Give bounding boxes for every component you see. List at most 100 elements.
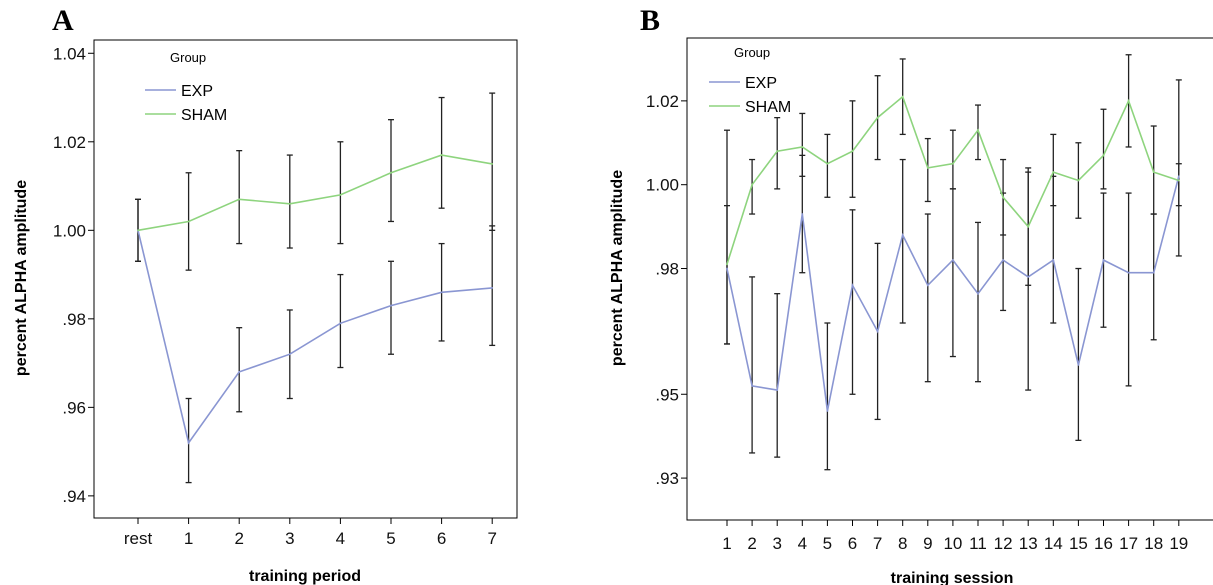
panel-a-x-axis-title: training period — [249, 568, 361, 585]
panel-a-x-tick-label: 4 — [336, 529, 345, 548]
panel-b-x-tick-label: 13 — [1019, 534, 1038, 553]
panel-b-y-tick-label: .98 — [655, 260, 679, 279]
panel-a-legend: Group EXP SHAM — [145, 50, 227, 124]
panel-a-series-line-exp — [137, 230, 493, 445]
panel-a-y-ticks: .94 .96 .98 1.00 1.02 1.04 — [53, 44, 94, 506]
panel-b-y-tick-label: 1.02 — [646, 92, 679, 111]
panel-b-exp-data-point — [751, 384, 753, 387]
panel-b-plot-frame — [686, 37, 1213, 521]
panel-b-exp-data-point — [851, 284, 854, 287]
panel-b-exp-data-point — [726, 267, 728, 270]
panel-a-legend-title: Group — [170, 50, 206, 65]
panel-b-legend-label-exp: EXP — [745, 75, 777, 92]
panel-b-x-tick-label: 11 — [969, 534, 987, 553]
panel-b-x-axis-title: training session — [891, 570, 1014, 585]
panel-a-legend-label-sham: SHAM — [181, 107, 227, 124]
panel-a-x-tick-label: rest — [124, 529, 153, 548]
panel-b-sham-data-point — [1102, 154, 1105, 157]
panel-b-sham-data-point — [1127, 99, 1130, 102]
panel-a-exp-data-point — [187, 441, 190, 444]
panel-b-exp-data-point — [977, 292, 979, 295]
panel-b-x-tick-label: 7 — [873, 534, 882, 553]
panel-b-exp-data-point — [1102, 259, 1105, 262]
panel-b-y-axis-title: percent ALPHA amplitude — [609, 170, 626, 366]
panel-a-x-tick-label: 3 — [285, 529, 294, 548]
panel-a-sham-data-point — [137, 229, 139, 232]
panel-a-series-line-sham — [137, 154, 493, 232]
panel-b-y-tick-label: .95 — [655, 385, 679, 404]
panel-b-x-tick-label: 5 — [823, 534, 832, 553]
panel-b-sham-data-point — [977, 129, 979, 132]
panel-b-sham-data-point — [776, 150, 779, 153]
panel-b-exp-data-point — [1152, 271, 1155, 274]
panel-b-exp-data-point — [776, 389, 779, 391]
panel-a-x-tick-label: 5 — [386, 529, 395, 548]
panel-b-sham-data-point — [1177, 179, 1180, 182]
panel-b-sham-data-point — [1002, 196, 1004, 199]
panel-a-exp-data-point — [288, 353, 291, 356]
panel-a-y-axis-title: percent ALPHA amplitude — [13, 180, 30, 376]
panel-b-legend-label-sham: SHAM — [745, 99, 791, 116]
panel-b-sham-data-point — [851, 150, 854, 153]
panel-b-sham-data-point — [1027, 225, 1030, 228]
panel-b-sham-data-point — [926, 167, 929, 169]
panel-a-y-tick-label: .96 — [62, 398, 86, 417]
panel-b-exp-data-point — [1002, 259, 1004, 262]
panel-b-exp-data-point — [926, 284, 929, 287]
panel-b-exp-data-point — [876, 330, 879, 333]
panel-a-sham-data-point — [491, 163, 494, 165]
panel-b-x-tick-label: 3 — [772, 534, 781, 553]
panel-a-y-tick-label: 1.04 — [53, 44, 86, 63]
panel-b-exp-data-point — [801, 213, 804, 215]
panel-a-sham-data-point — [390, 171, 392, 174]
panel-b-sham-data-point — [1052, 171, 1055, 174]
panel-a-exp-data-point — [491, 286, 494, 289]
panel-a-sham-data-point — [238, 198, 241, 201]
panel-a-y-tick-label: 1.00 — [53, 221, 86, 240]
panel-b-legend: Group EXP SHAM — [709, 45, 791, 116]
panel-b: B .93.95.981.001.02 1 2 3 4 5 6 7 8 9 10 11 12 13 14 1… — [609, 4, 1213, 585]
panel-b-x-tick-label: 9 — [923, 534, 932, 553]
panel-a-x-tick-label: 1 — [184, 529, 193, 548]
panel-b-series — [724, 54, 1182, 471]
panel-a-y-tick-label: 1.02 — [53, 133, 86, 152]
panel-b-exp-data-point — [1077, 364, 1080, 366]
panel-a: A .94 .96 .98 1.00 1.02 1.04 rest 1 2 3 4 5 6 7 trai… — [13, 4, 518, 585]
panel-a-series — [135, 92, 496, 484]
panel-b-sham-data-point — [751, 183, 753, 186]
panel-b-x-tick-label: 12 — [994, 534, 1013, 553]
panel-b-exp-data-point — [1127, 271, 1130, 274]
panel-b-x-tick-label: 16 — [1094, 534, 1113, 553]
panel-a-legend-label-exp: EXP — [181, 83, 213, 100]
panel-b-x-tick-label: 18 — [1144, 534, 1163, 553]
panel-a-sham-data-point — [339, 194, 342, 196]
panel-a-x-ticks: rest 1 2 3 4 5 6 7 — [124, 518, 497, 548]
panel-b-exp-data-point — [1177, 175, 1180, 178]
panel-a-y-tick-label: .98 — [62, 310, 86, 329]
panel-a-sham-data-point — [187, 220, 190, 223]
panel-b-x-tick-label: 10 — [943, 534, 962, 553]
panel-b-sham-data-point — [726, 263, 728, 266]
panel-a-plot-frame — [93, 39, 518, 519]
panel-b-sham-data-point — [1152, 171, 1155, 174]
panel-a-x-tick-label: 2 — [234, 529, 243, 548]
panel-b-legend-title: Group — [734, 45, 770, 60]
panel-b-exp-data-point — [1027, 276, 1030, 278]
panel-a-exp-data-point — [339, 322, 342, 325]
panel-b-sham-data-point — [952, 162, 954, 165]
panel-b-exp-data-point — [952, 259, 954, 262]
panel-b-sham-data-point — [901, 95, 904, 98]
panel-b-x-tick-label: 6 — [848, 534, 857, 553]
panel-b-x-tick-label: 15 — [1069, 534, 1088, 553]
panel-a-x-tick-label: 6 — [437, 529, 446, 548]
panel-b-sham-data-point — [801, 146, 804, 148]
panel-b-x-tick-label: 4 — [798, 534, 807, 553]
panel-b-x-tick-label: 2 — [747, 534, 756, 553]
panel-a-x-tick-label: 7 — [487, 529, 496, 548]
panel-b-y-ticks: .93 .95 .98 1.00 1.02 — [646, 92, 687, 488]
panel-a-sham-data-point — [440, 154, 443, 156]
panel-b-x-tick-label: 19 — [1169, 534, 1188, 553]
panel-b-x-ticks: 1 2 3 4 5 6 7 8 9 10 11 12 13 14 15 16 17 18 19 — [722, 520, 1188, 553]
panel-a-exp-data-point — [440, 291, 443, 294]
